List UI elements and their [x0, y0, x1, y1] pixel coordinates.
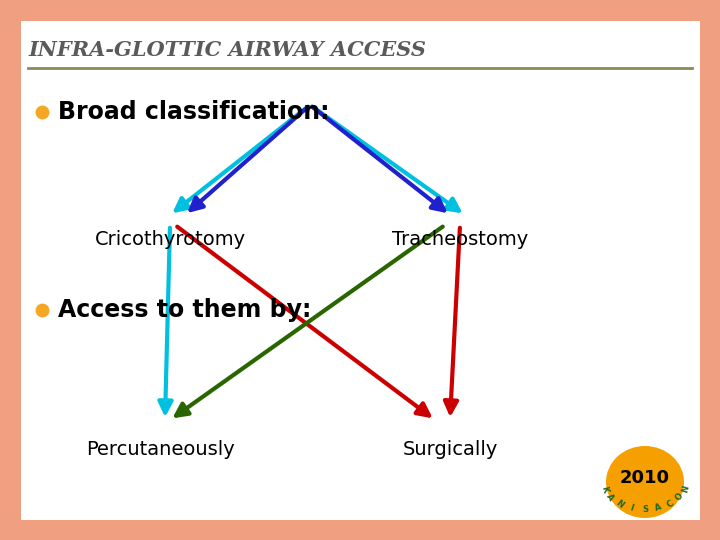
Text: O: O — [674, 492, 685, 503]
Text: Percutaneously: Percutaneously — [86, 440, 235, 459]
Ellipse shape — [606, 446, 684, 518]
Text: A: A — [605, 492, 616, 502]
Text: INFRA-GLOTTIC AIRWAY ACCESS: INFRA-GLOTTIC AIRWAY ACCESS — [28, 40, 426, 60]
Text: N: N — [614, 498, 625, 509]
Text: K: K — [599, 485, 610, 494]
Text: N: N — [680, 484, 690, 494]
Text: Surgically: Surgically — [402, 440, 498, 459]
Text: Tracheostomy: Tracheostomy — [392, 230, 528, 249]
Text: Cricothyrotomy: Cricothyrotomy — [94, 230, 246, 249]
Text: Access to them by:: Access to them by: — [58, 298, 311, 322]
Text: Broad classification:: Broad classification: — [58, 100, 330, 124]
Text: C: C — [665, 498, 676, 509]
Text: S: S — [642, 505, 648, 514]
Text: 2010: 2010 — [620, 469, 670, 487]
Text: I: I — [629, 503, 634, 512]
Text: A: A — [654, 503, 663, 513]
